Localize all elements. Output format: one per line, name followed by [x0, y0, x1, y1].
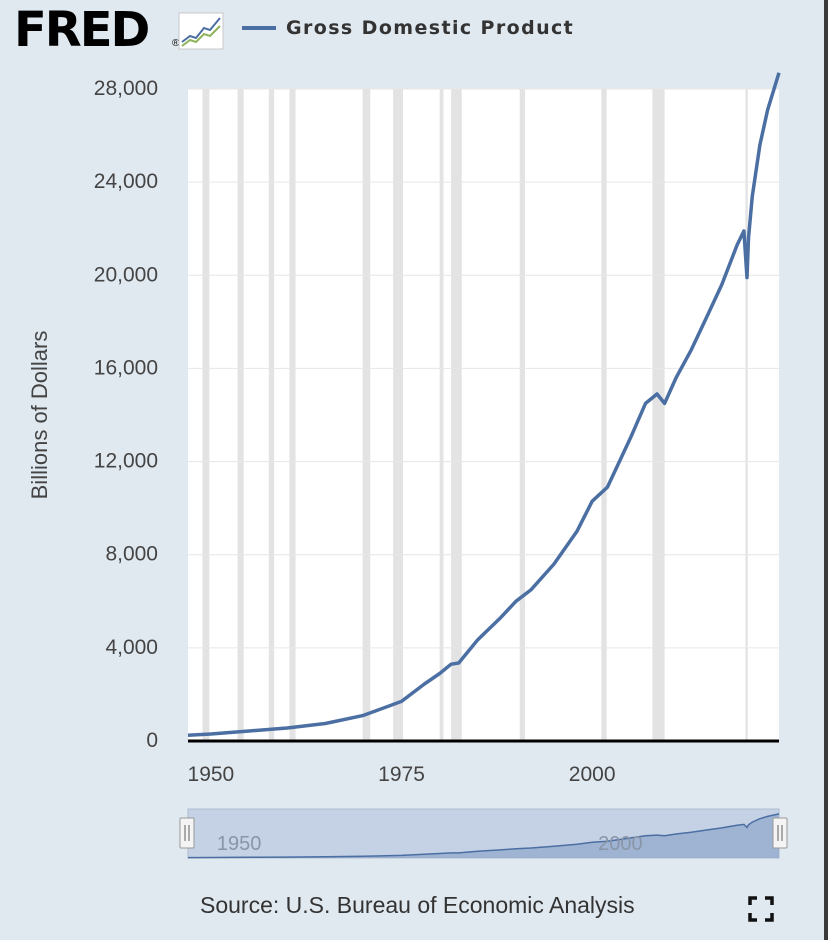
recession-band	[393, 89, 404, 741]
x-tick-label: 1950	[188, 763, 235, 786]
navigator-year-label: 2000	[598, 833, 643, 855]
recession-band	[652, 89, 665, 741]
y-tick-label: 24,000	[94, 170, 158, 193]
recession-band	[451, 89, 462, 741]
plot-area	[188, 89, 779, 741]
y-tick-label: 16,000	[94, 356, 158, 379]
x-tick-label: 2000	[569, 763, 616, 786]
recession-band	[601, 89, 607, 741]
recession-band	[289, 89, 296, 741]
navigator-year-label: 1950	[217, 833, 262, 855]
chart-legend[interactable]: Gross Domestic Product	[242, 14, 574, 42]
recession-band	[202, 89, 210, 741]
recession-band	[237, 89, 244, 741]
legend-line-swatch	[242, 26, 276, 30]
fred-sparkline-icon	[178, 12, 224, 50]
recession-band	[268, 89, 275, 741]
y-tick-label: 8,000	[105, 543, 158, 566]
fred-logo[interactable]: FRED	[14, 2, 150, 58]
recession-band	[439, 89, 444, 741]
source-text: Source: U.S. Bureau of Economic Analysis	[200, 892, 635, 918]
gdp-series-line	[187, 72, 781, 737]
legend-series-label: Gross Domestic Product	[286, 17, 575, 39]
y-tick-label: 4,000	[105, 636, 158, 659]
y-tick-label: 20,000	[94, 263, 158, 286]
recession-band	[362, 89, 371, 741]
recession-band	[745, 89, 748, 741]
navigator-right-handle[interactable]	[772, 817, 788, 849]
y-tick-label: 28,000	[94, 77, 158, 100]
y-tick-label: 12,000	[94, 450, 158, 473]
x-tick-label: 1975	[378, 763, 425, 786]
recession-band	[519, 89, 526, 741]
navigator-area	[188, 813, 779, 858]
y-tick-label: 0	[146, 729, 158, 752]
registered-mark: ®	[172, 38, 180, 49]
fullscreen-icon[interactable]	[748, 896, 774, 922]
right-edge-border	[824, 0, 828, 940]
navigator-left-handle[interactable]	[179, 817, 195, 849]
navigator-series-line	[187, 813, 780, 859]
